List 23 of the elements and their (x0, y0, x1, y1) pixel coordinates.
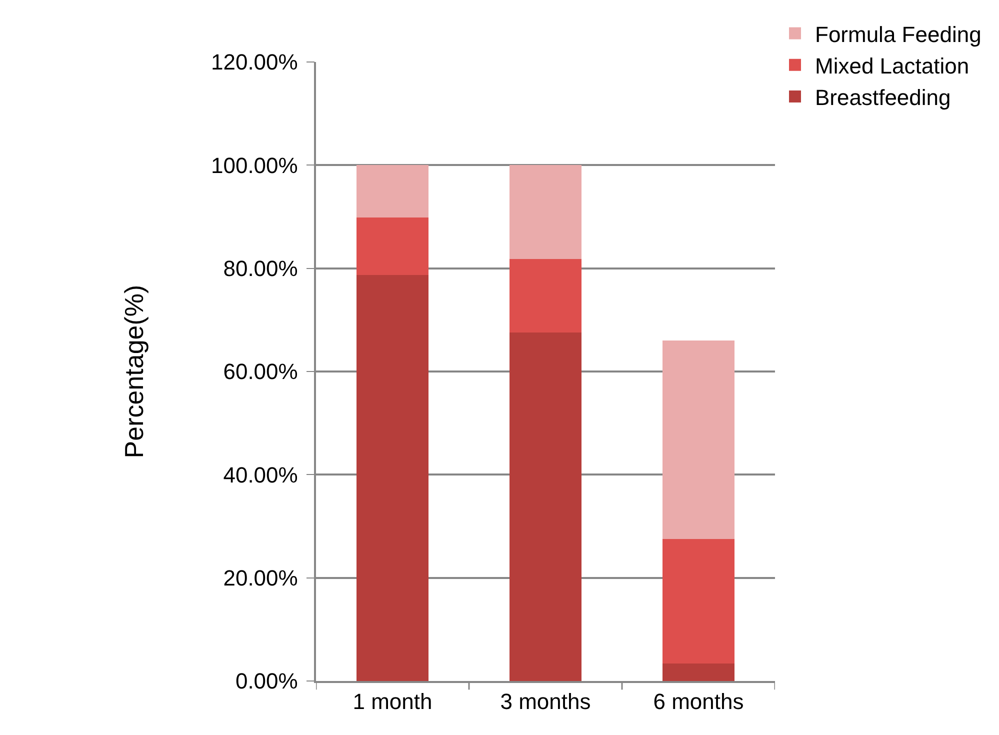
legend-label: Breastfeeding (815, 85, 951, 110)
x-tick-label: 1 month (352, 689, 432, 714)
bar (510, 259, 582, 332)
bar (356, 275, 428, 681)
y-tick-label: 40.00% (223, 462, 298, 488)
bar (356, 217, 428, 276)
y-tick-label: 120.00% (210, 50, 298, 75)
bar (510, 165, 582, 260)
y-tick-label: 60.00% (223, 359, 298, 384)
y-tick-label: 100.00% (210, 152, 298, 178)
bar (356, 165, 428, 218)
bar (662, 663, 734, 681)
bar (510, 332, 582, 681)
x-tick-label: 3 months (500, 689, 591, 714)
legend-label: Mixed Lactation (815, 53, 970, 78)
y-tick-label: 0.00% (235, 668, 298, 694)
bar (662, 539, 734, 664)
x-tick-label: 6 months (653, 689, 744, 714)
legend-label: Formula Feeding (815, 22, 982, 47)
y-tick-label: 80.00% (223, 256, 298, 282)
bar (662, 340, 734, 540)
y-axis-title: Percentage(%) (118, 284, 149, 458)
y-tick-label: 20.00% (223, 566, 298, 591)
